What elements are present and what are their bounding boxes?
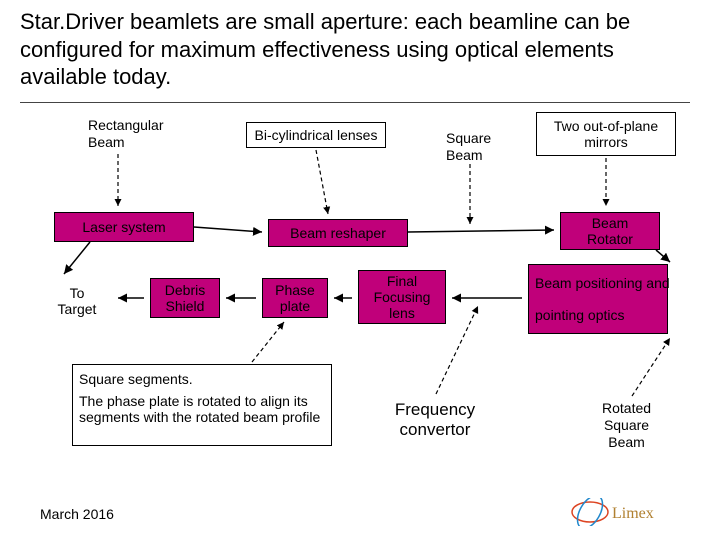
beam-reshaper-box: Beam reshaper	[268, 219, 408, 247]
footer-date: March 2016	[40, 506, 114, 522]
slide-title: Star.Driver beamlets are small aperture:…	[20, 8, 700, 91]
square-segments-text: Square segments.	[79, 371, 193, 387]
logo: Limex	[570, 498, 680, 526]
svg-text:Limex: Limex	[612, 505, 654, 522]
freq-conv-box: Frequency convertor	[380, 398, 490, 442]
laser-system-box: Laser system	[54, 212, 194, 242]
to-target-box: To Target	[42, 280, 112, 322]
beam-rotator-box: Beam Rotator	[560, 212, 660, 250]
title-underline	[20, 102, 690, 103]
two-mirrors-box: Two out-of-plane mirrors	[536, 112, 676, 156]
rotated-sq-label: Rotated Square Beam	[602, 400, 651, 450]
debris-shield-box: Debris Shield	[150, 278, 220, 318]
phase-note-text: The phase plate is rotated to align its …	[79, 393, 325, 425]
phase-note-box: Square segments. The phase plate is rota…	[72, 364, 332, 446]
bi-cyl-box: Bi-cylindrical lenses	[246, 122, 386, 148]
rect-beam-label: Rectangular Beam	[88, 117, 164, 151]
square-beam-label: Square Beam	[446, 130, 491, 164]
final-focus-box: Final Focusing lens	[358, 270, 446, 324]
phase-plate-box: Phase plate	[262, 278, 328, 318]
beam-pos-box: Beam positioning and pointing optics	[528, 264, 668, 334]
